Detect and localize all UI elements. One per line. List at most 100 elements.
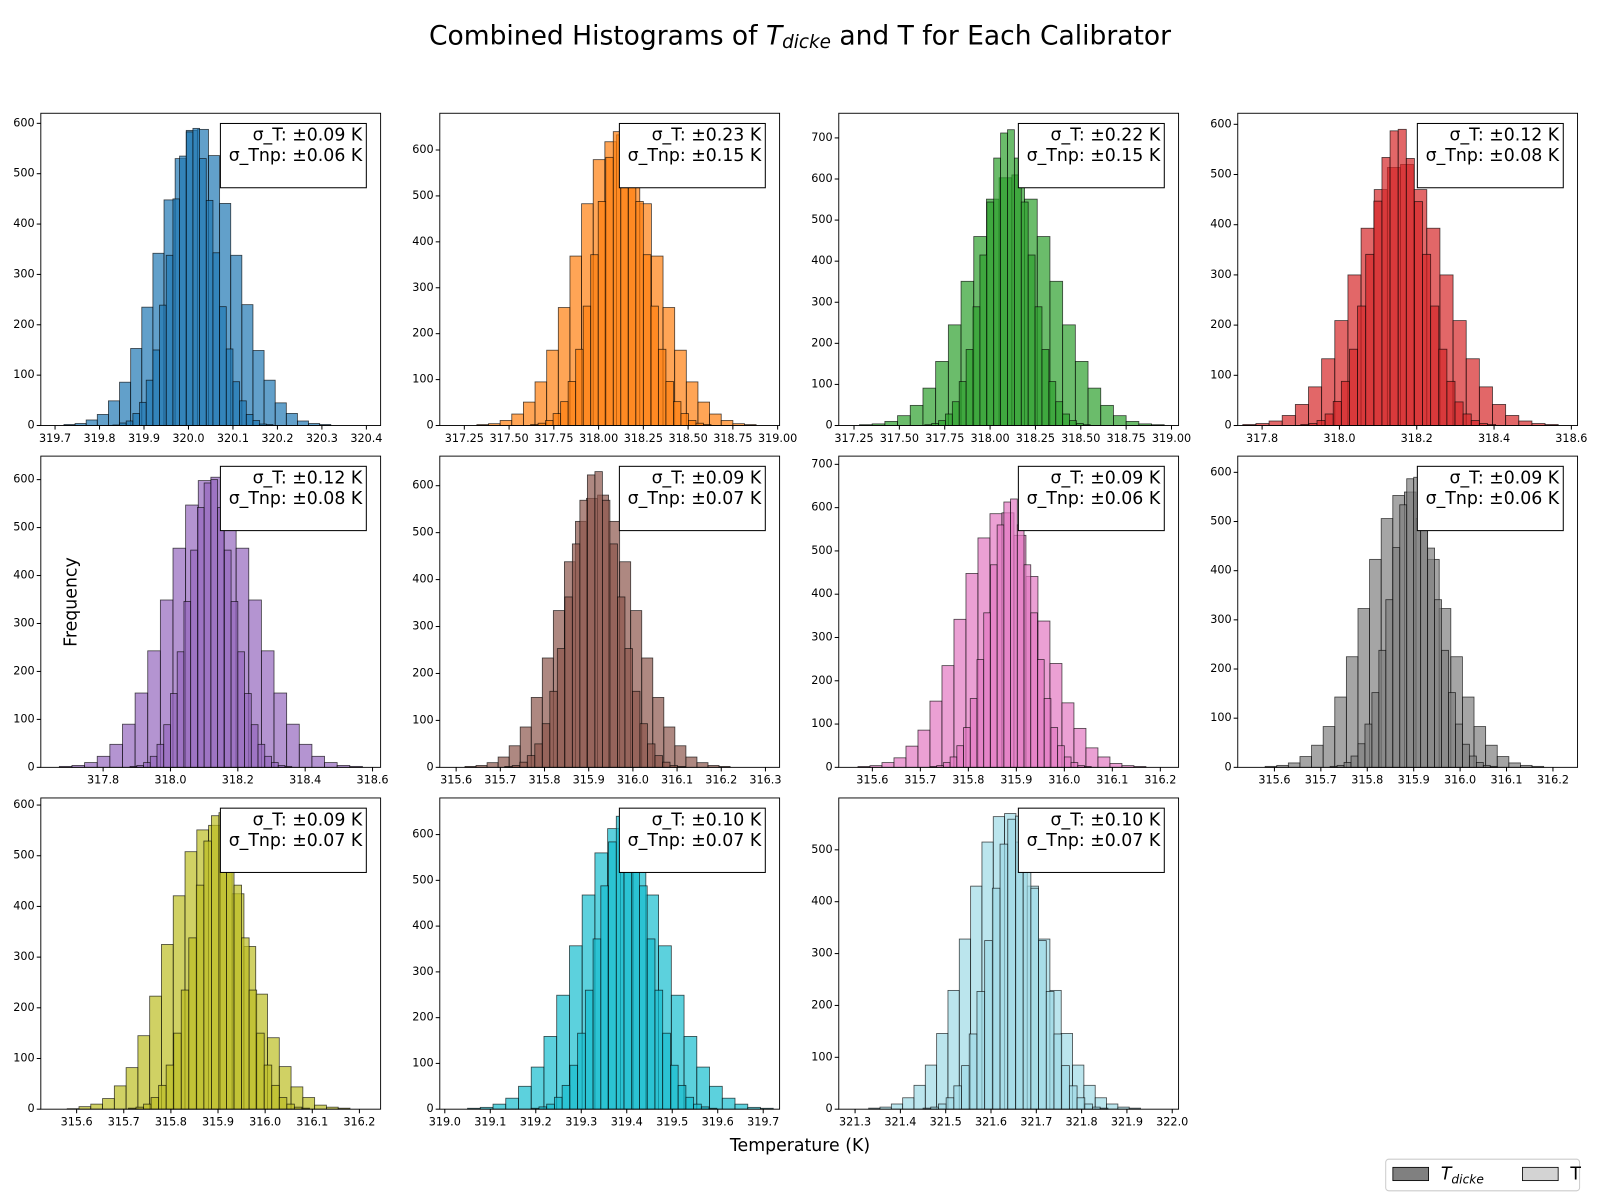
x-tick-label: 319.6 xyxy=(702,1115,734,1128)
histogram-bar xyxy=(976,991,986,1110)
x-tick-label: 317.75 xyxy=(925,432,964,445)
histogram-bar xyxy=(190,549,198,768)
histogram-bar xyxy=(1043,698,1052,768)
histogram-bar xyxy=(1037,659,1045,768)
x-tick-label: 319.7 xyxy=(747,1115,779,1128)
x-axis-label: Temperature (K) xyxy=(729,1136,870,1156)
histogram-bar xyxy=(734,1103,749,1110)
histogram-bar xyxy=(938,420,946,426)
histogram-bar xyxy=(250,724,259,768)
x-tick-label: 315.7 xyxy=(484,774,516,787)
histogram-bar xyxy=(924,1064,938,1110)
annotation-text: σ_T: ±0.09 K xyxy=(1450,469,1560,489)
y-tick-label: 400 xyxy=(13,899,34,912)
x-tick-label: 317.75 xyxy=(534,432,573,445)
x-tick-label: 315.7 xyxy=(108,1115,140,1128)
histogram-bar xyxy=(499,420,513,426)
histogram-bar xyxy=(972,306,981,426)
histogram-bar xyxy=(905,745,919,768)
x-tick-label: 319.7 xyxy=(39,432,71,445)
x-tick-label: 316.1 xyxy=(296,1115,328,1128)
histogram-bar xyxy=(1468,755,1477,768)
histogram-bar xyxy=(627,156,637,426)
histogram-bar xyxy=(1299,756,1312,768)
histogram-bar xyxy=(597,201,607,426)
histogram-bar xyxy=(1349,348,1359,426)
histogram-bar xyxy=(677,1084,687,1110)
x-tick-label: 320.2 xyxy=(261,432,293,445)
histogram-bar xyxy=(1454,401,1464,426)
histogram-bar xyxy=(197,507,205,768)
histogram-bar xyxy=(203,840,212,1110)
histogram-bar xyxy=(1378,649,1387,768)
histogram-bar xyxy=(969,698,978,768)
histogram-bar xyxy=(286,1103,295,1110)
x-tick-label: 316.0 xyxy=(249,1115,281,1128)
x-tick-label: 318.6 xyxy=(356,774,388,787)
histogram-bar xyxy=(486,762,499,768)
histogram-bar xyxy=(647,743,656,768)
x-tick-label: 319.8 xyxy=(83,432,115,445)
histogram-bar xyxy=(1062,324,1076,426)
axes-frame xyxy=(838,455,1180,768)
histogram-bar xyxy=(185,131,194,426)
annotation-text: σ_T: ±0.10 K xyxy=(1051,810,1161,830)
histogram-bar xyxy=(1434,599,1442,768)
histogram-bar xyxy=(217,507,225,768)
histogram-bar xyxy=(173,1032,182,1110)
y-tick-label: 0 xyxy=(427,1102,434,1115)
histogram-bar xyxy=(1087,387,1102,426)
histogram-bar xyxy=(132,413,140,426)
y-tick-label: 200 xyxy=(811,674,832,687)
x-tick-label: 315.9 xyxy=(1398,774,1430,787)
histogram-bar xyxy=(137,1035,151,1110)
axes-frame xyxy=(40,797,382,1110)
histogram-bar xyxy=(170,693,178,768)
histogram-bar xyxy=(90,1103,103,1110)
histogram-bar xyxy=(1455,723,1463,768)
histogram-bar xyxy=(605,156,614,426)
histogram-bar xyxy=(560,401,569,426)
histogram-bar xyxy=(1074,361,1089,426)
legend: Tdicke T xyxy=(1385,1158,1581,1192)
histogram-bar xyxy=(252,420,261,426)
y-tick-label: 400 xyxy=(811,587,832,600)
histogram-bar xyxy=(108,400,120,426)
histogram-bar xyxy=(582,305,592,426)
y-tick-label: 200 xyxy=(13,318,34,331)
histogram-bar xyxy=(1373,200,1383,426)
histogram-bar xyxy=(1084,1103,1093,1110)
histogram-bar xyxy=(893,757,907,768)
annotation-box xyxy=(219,122,367,189)
x-tick-label: 316.1 xyxy=(1096,774,1128,787)
histogram-bar xyxy=(159,304,167,426)
histogram-bar xyxy=(172,198,180,426)
histogram-bar xyxy=(650,305,659,426)
histogram-bar xyxy=(188,937,197,1110)
histogram-bar xyxy=(1508,762,1521,768)
annotation-text: σ_Tnp: ±0.07 K xyxy=(628,489,762,509)
x-tick-label: 315.8 xyxy=(952,774,984,787)
histogram-bar xyxy=(237,651,245,768)
histogram-bar xyxy=(1050,727,1059,768)
title-math: T xyxy=(766,20,784,51)
histogram-bar xyxy=(1462,743,1470,768)
x-tick-label: 316.0 xyxy=(1444,774,1476,787)
x-tick-label: 315.9 xyxy=(573,774,605,787)
x-tick-label: 318.00 xyxy=(970,432,1009,445)
histogram-bar xyxy=(617,596,626,768)
y-tick-label: 0 xyxy=(826,419,833,432)
x-tick-label: 318.75 xyxy=(713,432,752,445)
histogram-bar xyxy=(145,379,154,426)
annotation-text: σ_T: ±0.23 K xyxy=(652,126,762,146)
annotation-text: σ_Tnp: ±0.06 K xyxy=(1027,489,1161,509)
y-tick-label: 100 xyxy=(1210,368,1231,381)
histogram-bar xyxy=(1097,756,1111,768)
histogram-bar xyxy=(577,1032,586,1110)
histogram-bar xyxy=(654,755,663,768)
histogram-bar xyxy=(929,700,943,768)
histogram-bar xyxy=(635,201,644,426)
y-tick-label: 300 xyxy=(811,947,832,960)
x-tick-label: 321.4 xyxy=(884,1115,916,1128)
